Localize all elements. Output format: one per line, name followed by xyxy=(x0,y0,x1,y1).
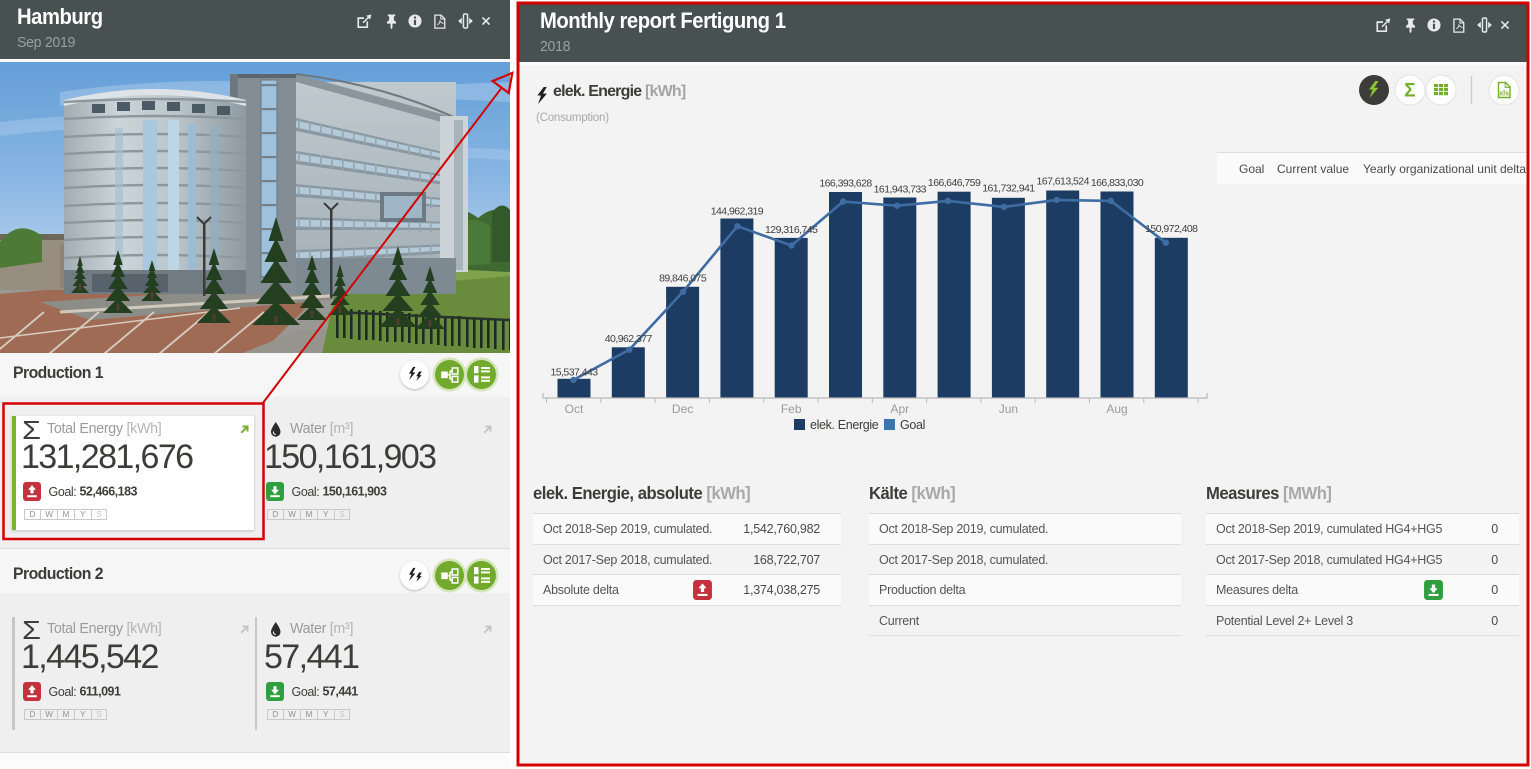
svg-text:161,943,733: 161,943,733 xyxy=(874,184,927,196)
svg-text:15,537,443: 15,537,443 xyxy=(550,367,598,379)
svg-text:166,833,030: 166,833,030 xyxy=(1091,177,1144,189)
svg-text:150,972,408: 150,972,408 xyxy=(1145,223,1198,235)
svg-text:elek. Energie: elek. Energie xyxy=(810,418,879,432)
svg-text:166,393,628: 166,393,628 xyxy=(819,178,872,190)
svg-text:Dec: Dec xyxy=(672,402,693,416)
svg-text:Aug: Aug xyxy=(1106,402,1127,416)
svg-text:Apr: Apr xyxy=(890,402,909,416)
svg-text:144,962,319: 144,962,319 xyxy=(711,206,764,218)
svg-text:Jun: Jun xyxy=(999,402,1018,416)
svg-text:166,646,759: 166,646,759 xyxy=(928,177,981,189)
svg-text:161,732,941: 161,732,941 xyxy=(982,183,1035,195)
svg-text:89,846,075: 89,846,075 xyxy=(659,273,707,285)
svg-text:Feb: Feb xyxy=(781,402,802,416)
svg-text:129,316,745: 129,316,745 xyxy=(765,224,818,236)
svg-text:Oct: Oct xyxy=(565,402,584,416)
svg-text:167,613,524: 167,613,524 xyxy=(1037,176,1090,188)
svg-text:Goal: Goal xyxy=(900,418,925,432)
svg-text:40,962,377: 40,962,377 xyxy=(605,333,653,345)
